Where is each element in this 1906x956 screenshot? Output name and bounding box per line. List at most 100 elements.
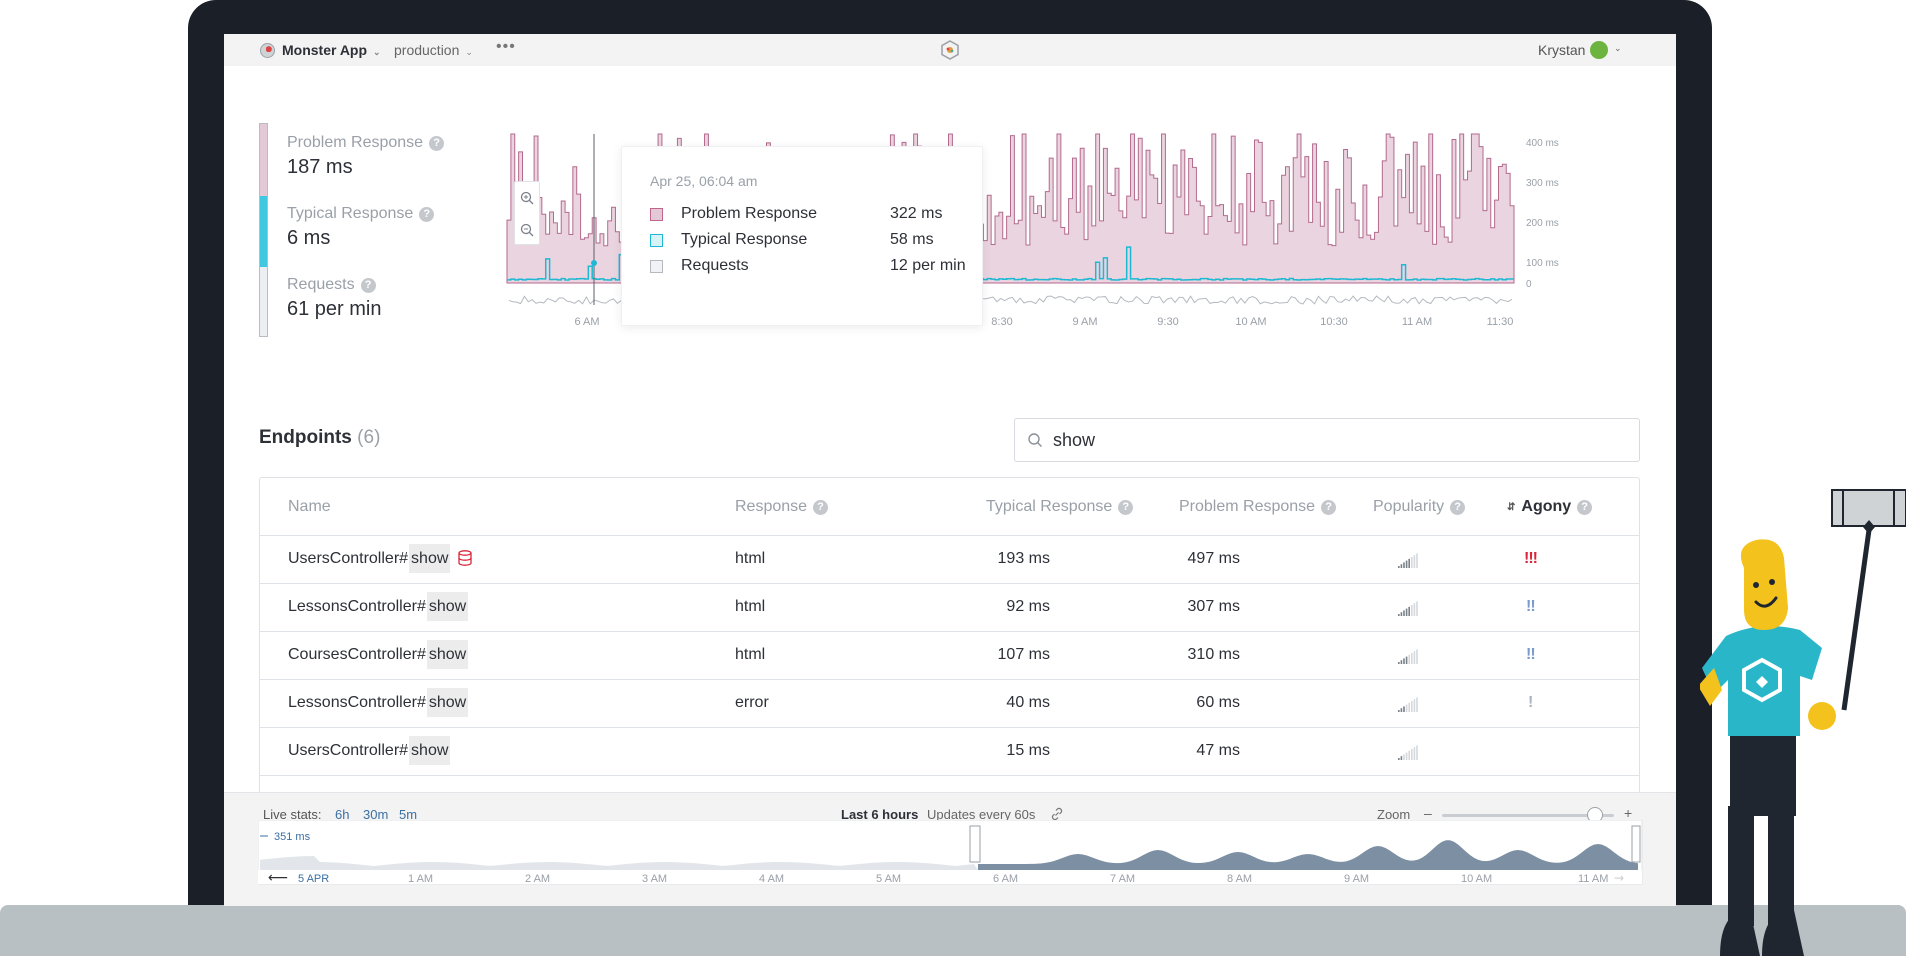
- timeline-tick-label: 5 AM: [876, 873, 901, 885]
- typical-response-value: 15 ms: [1006, 742, 1050, 759]
- help-icon[interactable]: ?: [813, 499, 829, 515]
- help-icon[interactable]: ?: [1577, 499, 1593, 515]
- zoom-in-button[interactable]: [515, 182, 539, 214]
- sort-icon: ⇵: [1507, 501, 1516, 513]
- zoom-in-button[interactable]: +: [1624, 805, 1633, 821]
- endpoint-name[interactable]: LessonsController# show: [288, 592, 469, 621]
- timeline-tick-label: 1 AM: [408, 873, 433, 885]
- endpoints-table: Name Response? Typical Response? Problem…: [259, 477, 1640, 817]
- stat-label: Problem Response: [287, 134, 424, 151]
- x-tick-label: 11 AM: [1402, 316, 1432, 328]
- typical-swatch: [650, 233, 663, 247]
- typical-swatch: [260, 196, 267, 267]
- timeline-tick-label: 8 AM: [1227, 873, 1252, 885]
- search-match-highlight: show: [426, 688, 469, 717]
- environment-switcher[interactable]: production ⌄: [394, 42, 473, 58]
- endpoint-response-type: html: [735, 550, 766, 567]
- agony-indicator: !!: [1526, 598, 1536, 615]
- column-label: Name: [288, 498, 331, 515]
- column-header-name[interactable]: Name: [288, 498, 331, 516]
- tooltip-date: Apr 25, 06:04 am: [650, 173, 758, 189]
- help-icon[interactable]: ?: [1321, 499, 1337, 515]
- chevron-down-icon: ⌄: [373, 47, 381, 57]
- tooltip-label: Requests: [681, 257, 749, 274]
- zoom-out-button[interactable]: [515, 214, 539, 246]
- chevron-down-icon[interactable]: ⌄: [1614, 43, 1622, 53]
- endpoint-controller: LessonsController#: [288, 694, 426, 711]
- popularity-signal-icon: [1398, 601, 1418, 616]
- endpoint-search-input[interactable]: show: [1014, 418, 1640, 462]
- table-row[interactable]: LessonsController# show html 92 ms 307 ms!!: [260, 584, 1639, 632]
- zoom-out-button[interactable]: –: [1424, 805, 1432, 821]
- column-header-agony[interactable]: ⇵ Agony?: [1507, 498, 1593, 516]
- timeline-range-handle-left[interactable]: [969, 825, 981, 863]
- stat-label: Requests: [287, 276, 355, 293]
- endpoint-name[interactable]: UsersController# show: [288, 736, 451, 765]
- more-menu-button[interactable]: •••: [496, 38, 516, 55]
- search-query: show: [1053, 429, 1096, 450]
- column-header-popularity[interactable]: Popularity?: [1373, 498, 1466, 516]
- agony-indicator: !!: [1526, 646, 1536, 663]
- endpoint-name[interactable]: LessonsController# show: [288, 688, 469, 717]
- live-stats-label: Live stats:: [263, 807, 322, 822]
- mascot-illustration: [1700, 489, 1906, 956]
- timeline-forward-arrow-icon[interactable]: →: [1614, 871, 1624, 885]
- hover-point: [591, 260, 597, 266]
- x-tick-label: 9 AM: [1072, 316, 1097, 328]
- live-option-6h[interactable]: 6h: [335, 807, 350, 822]
- top-bar: Monster App ⌄ production ⌄ ••• Krystan ⌄: [224, 34, 1676, 66]
- search-match-highlight: show: [426, 640, 469, 669]
- table-row[interactable]: UsersController# show html 193 ms 497 ms!!!: [260, 536, 1639, 584]
- typical-response-value: 92 ms: [1006, 598, 1050, 615]
- x-tick-label: 10 AM: [1235, 316, 1266, 328]
- user-name[interactable]: Krystan: [1538, 42, 1586, 58]
- x-tick-label: 10:30: [1320, 316, 1348, 328]
- search-match-highlight: show: [409, 736, 451, 765]
- popularity-signal-icon: [1398, 649, 1418, 664]
- live-option-5m[interactable]: 5m: [399, 807, 418, 822]
- endpoint-name[interactable]: UsersController# show: [288, 544, 473, 573]
- help-icon[interactable]: ?: [1118, 499, 1134, 515]
- stat-label: Typical Response: [287, 205, 414, 222]
- search-match-highlight: show: [409, 544, 451, 573]
- table-row[interactable]: UsersController# show 15 ms 47 ms: [260, 728, 1639, 776]
- column-header-problem-response[interactable]: Problem Response?: [1179, 498, 1337, 516]
- avatar[interactable]: [1590, 41, 1608, 59]
- typical-response-value: 40 ms: [1006, 694, 1050, 711]
- tooltip-value: 322 ms: [890, 205, 943, 222]
- problem-response-value: 497 ms: [1187, 550, 1240, 567]
- stat-typical-response: Typical Response? 6 ms: [287, 205, 435, 250]
- stat-value: 6 ms: [287, 227, 331, 249]
- timeline-tick-label: 3 AM: [642, 873, 667, 885]
- help-icon[interactable]: ?: [360, 277, 376, 293]
- help-icon[interactable]: ?: [1450, 499, 1466, 515]
- y-tick-label: 400 ms: [1526, 138, 1559, 149]
- live-option-30m[interactable]: 30m: [363, 807, 389, 822]
- endpoint-name[interactable]: CoursesController# show: [288, 640, 469, 669]
- typical-response-value: 193 ms: [997, 550, 1050, 567]
- zoom-slider-track[interactable]: [1442, 814, 1614, 817]
- help-icon[interactable]: ?: [419, 206, 435, 222]
- response-legend-bar: [259, 123, 268, 337]
- table-row[interactable]: CoursesController# show html 107 ms 310 ms!!: [260, 632, 1639, 680]
- help-icon[interactable]: ?: [429, 135, 445, 151]
- timeline-tick-label: 11 AM: [1578, 873, 1608, 885]
- search-match-highlight: show: [426, 592, 469, 621]
- agony-indicator: !: [1528, 694, 1533, 711]
- zoom-label: Zoom: [1377, 807, 1411, 822]
- timeline-overview[interactable]: 351 ms ⟵ 5 APR 1 AM 2 AM 3 AM 4 AM 5 AM 6 AM 7 AM…: [258, 820, 1644, 886]
- link-icon[interactable]: [1050, 807, 1064, 821]
- app-switcher[interactable]: Monster App ⌄: [282, 42, 381, 58]
- endpoint-response-type: error: [735, 694, 769, 711]
- column-header-response[interactable]: Response?: [735, 498, 829, 516]
- problem-swatch: [650, 207, 663, 221]
- app-name: Monster App: [282, 42, 368, 58]
- timeline-back-arrow-icon[interactable]: ⟵: [268, 870, 288, 886]
- column-header-typical-response[interactable]: Typical Response?: [986, 498, 1134, 516]
- timeline-tick-label: 4 AM: [759, 873, 784, 885]
- timeline-tick-label: 2 AM: [525, 873, 550, 885]
- table-row[interactable]: LessonsController# show error 40 ms 60 ms!: [260, 680, 1639, 728]
- timeline-range-handle-right[interactable]: [1631, 825, 1641, 863]
- popularity-signal-icon: [1398, 553, 1418, 568]
